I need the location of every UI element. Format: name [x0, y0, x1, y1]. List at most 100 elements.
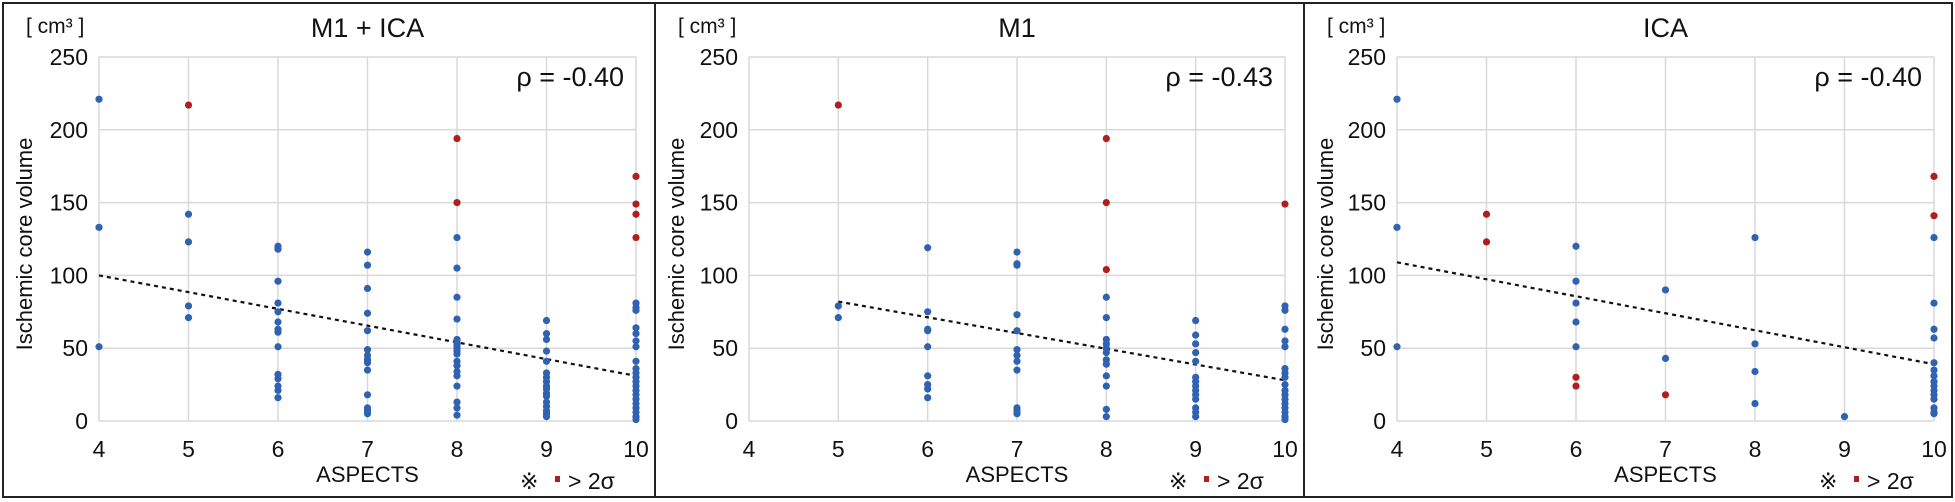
- unit-label: [ cm³ ]: [26, 15, 84, 38]
- data-point: [453, 315, 461, 323]
- y-tick-label: 150: [1348, 190, 1386, 216]
- data-point: [1930, 410, 1938, 418]
- data-point: [1393, 223, 1401, 231]
- data-point: [184, 314, 193, 322]
- y-tick-label: 50: [712, 335, 738, 361]
- data-point: [1102, 293, 1110, 301]
- data-point: [1192, 340, 1200, 348]
- data-point: [834, 302, 842, 310]
- data-point: [1013, 346, 1021, 354]
- outlier-point: [1482, 238, 1491, 246]
- data-point: [1192, 357, 1200, 365]
- y-tick-label: 0: [725, 408, 738, 434]
- legend-prefix: ※: [520, 469, 538, 494]
- data-point: [453, 411, 461, 419]
- data-point: [453, 372, 461, 380]
- outlier-point: [632, 233, 640, 242]
- data-point: [274, 375, 282, 383]
- data-point: [1751, 367, 1759, 376]
- x-axis-label: ASPECTS: [1614, 462, 1717, 487]
- x-tick-label: 8: [451, 436, 464, 462]
- series-normal: [95, 95, 640, 424]
- outlier-point: [632, 200, 640, 208]
- data-point: [453, 362, 461, 370]
- data-point: [274, 343, 282, 351]
- y-tick-label: 250: [1348, 44, 1386, 70]
- trend-line: [1396, 261, 1935, 366]
- data-point: [1572, 242, 1580, 250]
- data-point: [1572, 299, 1580, 307]
- correlation-annotation: ρ = -0.43: [1165, 62, 1273, 92]
- data-point: [632, 330, 640, 338]
- data-point: [95, 343, 103, 351]
- trend-line: [98, 274, 637, 377]
- data-point: [453, 233, 461, 242]
- y-tick-label: 100: [700, 262, 738, 288]
- outlier-point: [1102, 199, 1110, 207]
- legend-note: ※ > 2σ: [520, 468, 615, 494]
- outlier-point: [1930, 172, 1938, 180]
- data-point: [1930, 366, 1938, 374]
- y-tick-label: 50: [62, 335, 88, 361]
- data-point: [1192, 395, 1200, 403]
- data-point: [363, 366, 372, 374]
- legend-label: > 2σ: [568, 468, 615, 494]
- x-tick-label: 5: [1480, 436, 1493, 462]
- data-point: [542, 392, 551, 400]
- y-tick-label: 250: [50, 44, 88, 70]
- data-point: [1013, 327, 1021, 335]
- data-point: [632, 337, 640, 345]
- data-point: [1281, 373, 1289, 381]
- data-point: [1102, 348, 1110, 357]
- data-point: [1102, 372, 1110, 380]
- data-point: [1013, 261, 1021, 269]
- data-point: [1930, 325, 1938, 333]
- y-tick-label: 50: [1360, 335, 1386, 361]
- x-tick-label: 8: [1100, 436, 1113, 462]
- outlier-point: [632, 172, 640, 180]
- outlier-point: [1281, 200, 1289, 208]
- data-point: [1661, 354, 1670, 362]
- data-point: [274, 394, 282, 402]
- x-tick-label: 4: [1391, 436, 1404, 462]
- data-point: [1192, 413, 1200, 421]
- data-point: [1281, 306, 1289, 314]
- data-point: [542, 330, 551, 338]
- y-tick-label: 200: [1348, 117, 1386, 143]
- data-point: [1102, 405, 1110, 413]
- outlier-point: [1661, 391, 1670, 399]
- chart-title: ICA: [1643, 13, 1688, 43]
- data-point: [632, 357, 640, 365]
- y-tick-label: 150: [50, 190, 88, 216]
- data-point: [542, 413, 551, 421]
- data-point: [363, 359, 372, 367]
- data-point: [1192, 316, 1200, 325]
- outlier-point: [453, 199, 461, 207]
- data-point: [274, 277, 282, 285]
- x-tick-label: 4: [93, 436, 106, 462]
- data-point: [1013, 351, 1021, 360]
- data-point: [274, 299, 282, 307]
- data-point: [1572, 318, 1580, 326]
- chart-panel-1: 0 50 100 150 200 250 4 5 6 7 8 9 10 M1 [ cm³ ] Ischemic…: [664, 13, 1298, 494]
- y-tick-label: 250: [700, 44, 738, 70]
- data-point: [924, 343, 932, 351]
- data-point: [542, 335, 551, 344]
- data-point: [1281, 337, 1289, 345]
- outlier-point: [1102, 265, 1110, 274]
- data-point: [1751, 233, 1759, 242]
- y-axis-label: Ischemic core volume: [12, 138, 37, 351]
- data-point: [95, 223, 103, 231]
- y-tick-label: 200: [50, 117, 88, 143]
- data-point: [1930, 233, 1938, 242]
- data-point: [924, 385, 932, 393]
- data-point: [1393, 95, 1401, 103]
- series-outlier: [1482, 172, 1938, 399]
- data-point: [924, 244, 932, 252]
- data-point: [453, 350, 461, 358]
- data-point: [1102, 413, 1110, 421]
- data-point: [1393, 343, 1401, 351]
- data-point: [363, 309, 372, 317]
